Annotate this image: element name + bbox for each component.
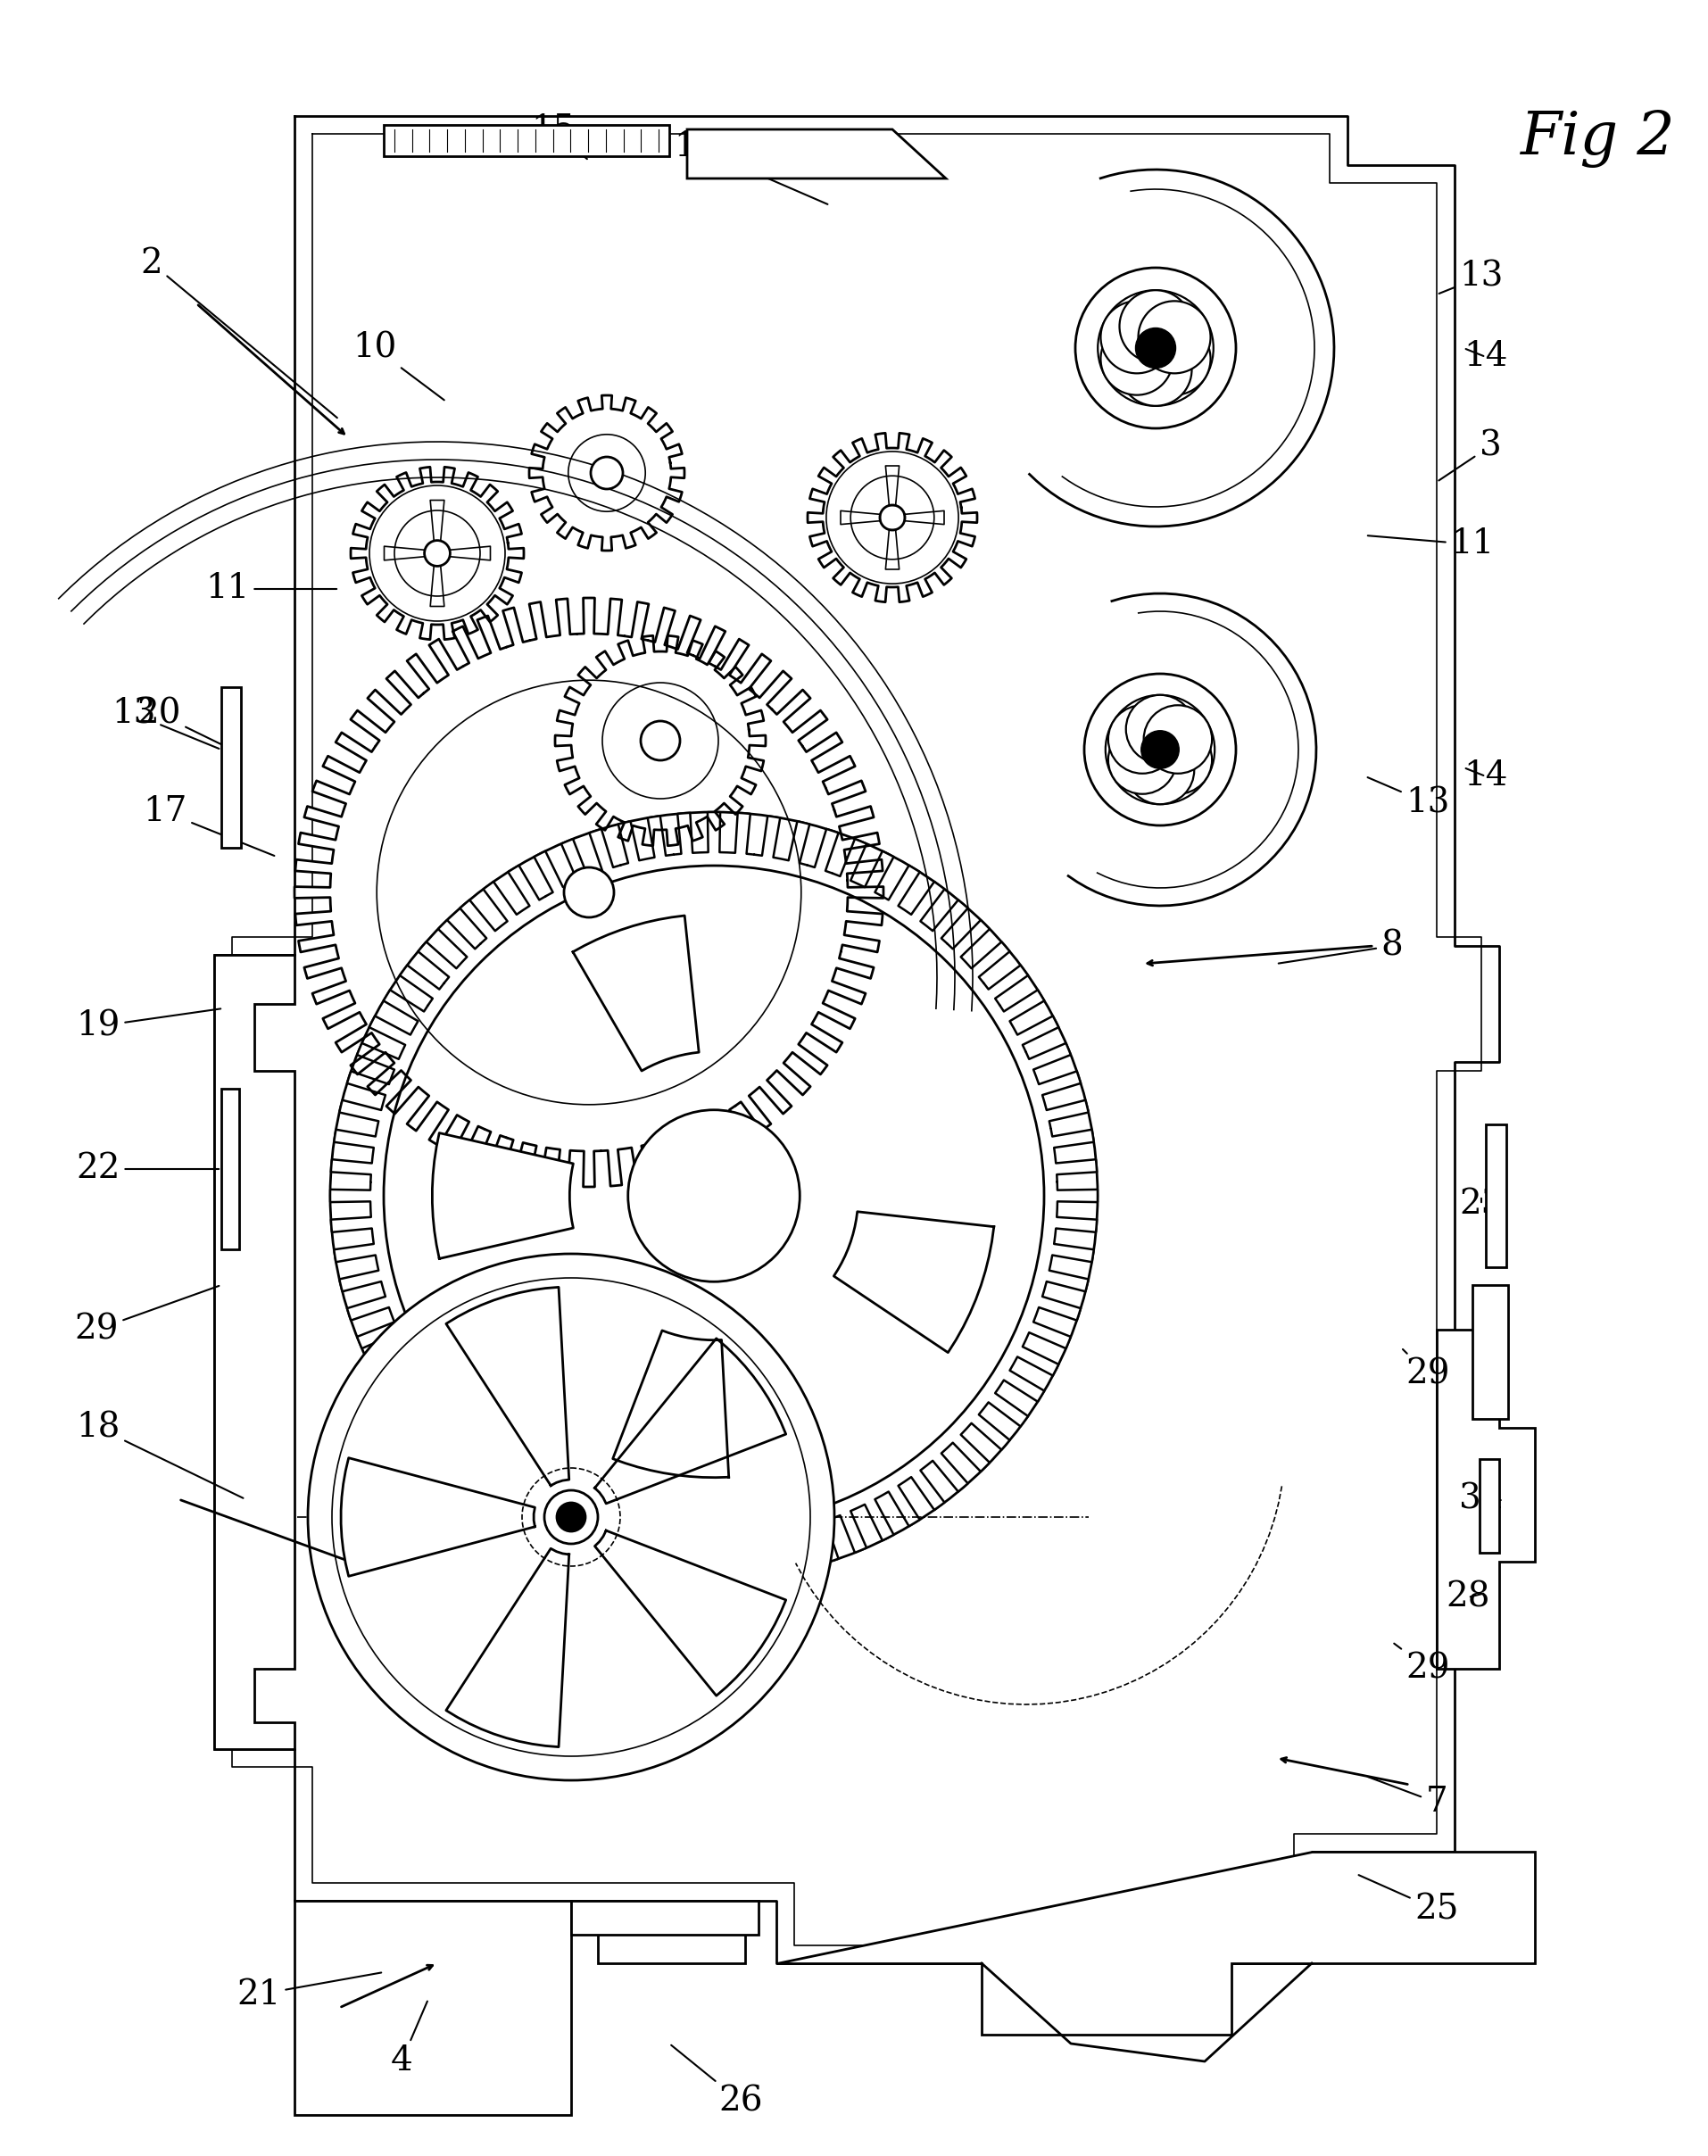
Polygon shape	[529, 395, 685, 550]
Text: 29: 29	[1402, 1350, 1450, 1391]
Text: 19: 19	[77, 1009, 220, 1044]
Polygon shape	[330, 813, 1098, 1580]
Text: 3: 3	[1438, 429, 1501, 481]
Polygon shape	[598, 1927, 745, 1964]
Text: 23: 23	[1459, 1188, 1503, 1220]
Polygon shape	[214, 955, 294, 1749]
Text: 25: 25	[1358, 1876, 1459, 1925]
Text: 26: 26	[671, 2046, 763, 2117]
Text: 22: 22	[77, 1153, 219, 1186]
Circle shape	[424, 541, 451, 567]
Text: 34: 34	[1459, 1483, 1503, 1516]
Text: 11: 11	[205, 573, 336, 606]
Circle shape	[1119, 334, 1192, 405]
Polygon shape	[1479, 1460, 1500, 1552]
Circle shape	[880, 505, 905, 530]
Circle shape	[1076, 267, 1237, 429]
Polygon shape	[834, 1212, 994, 1352]
Polygon shape	[572, 916, 699, 1072]
Text: 21: 21	[237, 1973, 381, 2012]
Polygon shape	[446, 1287, 569, 1485]
Text: 10: 10	[354, 332, 444, 401]
Polygon shape	[294, 597, 883, 1186]
Text: 13: 13	[1368, 778, 1450, 819]
Circle shape	[545, 1490, 598, 1544]
Polygon shape	[687, 129, 946, 179]
Polygon shape	[1472, 1285, 1508, 1419]
Polygon shape	[570, 1902, 758, 1934]
Text: 20: 20	[137, 696, 231, 748]
Text: 16: 16	[675, 132, 828, 205]
Circle shape	[1138, 302, 1211, 373]
Circle shape	[564, 867, 613, 916]
Polygon shape	[214, 116, 1500, 1964]
Polygon shape	[222, 1089, 239, 1248]
Circle shape	[1100, 302, 1173, 373]
Polygon shape	[446, 1548, 569, 1746]
Circle shape	[1108, 727, 1177, 793]
Text: 29: 29	[1394, 1643, 1450, 1686]
Polygon shape	[613, 1330, 729, 1477]
Circle shape	[1138, 323, 1211, 395]
Circle shape	[1119, 291, 1192, 362]
Polygon shape	[555, 636, 765, 845]
Circle shape	[307, 1255, 835, 1781]
Text: 29: 29	[73, 1285, 219, 1345]
Text: 7: 7	[1368, 1777, 1448, 1820]
Circle shape	[591, 457, 623, 489]
Circle shape	[1126, 735, 1194, 804]
Text: 4: 4	[391, 2001, 427, 2078]
Polygon shape	[594, 1339, 786, 1503]
Text: 11: 11	[1368, 528, 1494, 561]
Polygon shape	[384, 545, 425, 561]
Circle shape	[1144, 727, 1213, 793]
Polygon shape	[1436, 1330, 1535, 1669]
Text: Fig 2: Fig 2	[1520, 110, 1676, 168]
Text: 6: 6	[1474, 1313, 1501, 1363]
Circle shape	[640, 720, 680, 761]
Circle shape	[1126, 694, 1194, 763]
Circle shape	[1108, 705, 1177, 774]
Text: 17: 17	[143, 796, 275, 856]
Polygon shape	[430, 565, 444, 606]
Polygon shape	[594, 1531, 786, 1697]
Polygon shape	[777, 1852, 1535, 2035]
Text: 18: 18	[77, 1412, 243, 1498]
Polygon shape	[222, 688, 241, 847]
Polygon shape	[432, 1132, 574, 1259]
Text: 13: 13	[1440, 261, 1503, 293]
Circle shape	[1136, 328, 1175, 369]
Circle shape	[1085, 673, 1237, 826]
Polygon shape	[885, 530, 898, 569]
Polygon shape	[294, 1902, 570, 2115]
Polygon shape	[840, 511, 880, 524]
Polygon shape	[885, 466, 898, 505]
Text: 15: 15	[531, 112, 588, 160]
Polygon shape	[1486, 1125, 1506, 1268]
Text: 2: 2	[140, 246, 336, 418]
Circle shape	[1100, 323, 1173, 395]
Text: 14: 14	[1464, 759, 1508, 793]
Polygon shape	[808, 433, 977, 602]
Text: 14: 14	[1464, 341, 1508, 373]
Polygon shape	[350, 468, 524, 640]
Polygon shape	[430, 500, 444, 541]
Text: 28: 28	[1447, 1580, 1489, 1615]
Text: 8: 8	[1279, 929, 1404, 964]
Circle shape	[629, 1110, 799, 1281]
Circle shape	[1141, 731, 1179, 768]
Text: 13: 13	[111, 696, 219, 748]
Polygon shape	[449, 545, 490, 561]
Circle shape	[330, 813, 1098, 1580]
Polygon shape	[384, 125, 670, 155]
Polygon shape	[342, 1457, 535, 1576]
Circle shape	[557, 1503, 586, 1531]
Polygon shape	[905, 511, 945, 524]
Circle shape	[1144, 705, 1213, 774]
